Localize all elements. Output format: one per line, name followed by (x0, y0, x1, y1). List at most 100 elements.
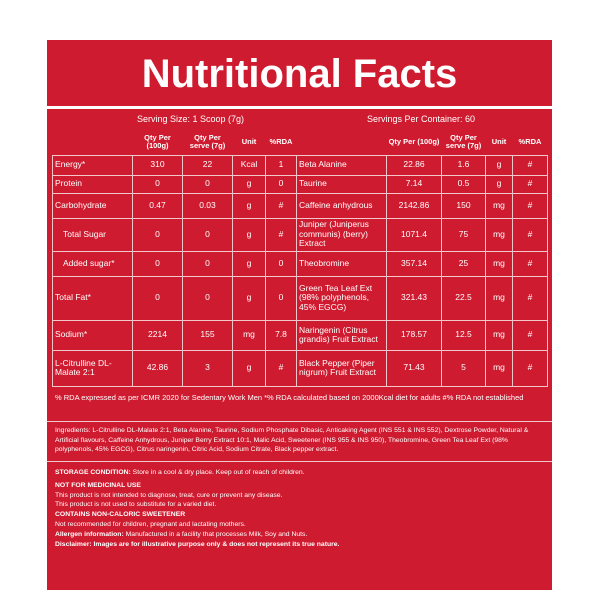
cell: 0 (132, 275, 183, 321)
cell: 0 (265, 275, 297, 321)
cell: 0 (265, 250, 297, 277)
notice-text: Manufactured in a facility that processe… (125, 530, 308, 538)
cell: g (232, 349, 266, 387)
notice-label: CONTAINS NON-CALORIC SWEETENER (55, 511, 186, 519)
cell: 0 (132, 250, 183, 277)
column-header: Qty Per (100g) (388, 136, 440, 146)
cell: 178.57 (386, 319, 442, 351)
serving-size: Serving Size: 1 Scoop (7g) (137, 114, 245, 124)
cell: 1071.4 (386, 217, 442, 252)
cell: # (512, 217, 548, 252)
cell: 1 (265, 154, 297, 176)
cell: 0.5 (441, 174, 486, 194)
table-row: Energy* 310 22 Kcal 1 Beta Alanine 22.86 1.6 g # (52, 154, 548, 176)
notice: Disclaimer: Images are for illustrative … (55, 540, 545, 550)
cell: 7.8 (265, 319, 297, 351)
table-row: Protein 0 0 g 0 Taurine 7.14 0.5 g # (52, 174, 548, 194)
table-row: L-Citrulline DL-Malate 2:1 42.86 3 g # Black … (52, 349, 548, 387)
column-header: %RDA (518, 136, 542, 146)
nutrient-name: Juniper (Juniperus communis) (berry) Ext… (296, 217, 387, 252)
cell: 42.86 (132, 349, 183, 387)
cell: g (485, 154, 513, 176)
cell: g (232, 192, 266, 219)
cell: 2214 (132, 319, 183, 351)
cell: # (265, 217, 297, 252)
notice: NOT FOR MEDICINAL USE (55, 481, 545, 491)
cell: 0 (265, 174, 297, 194)
table-row: Added sugar* 0 0 g 0 Theobromine 357.14 25 mg # (52, 250, 548, 277)
notice-label: Disclaimer: (55, 540, 92, 548)
cell: # (512, 349, 548, 387)
nutrient-name: Theobromine (296, 250, 387, 277)
table-row: Sodium* 2214 155 mg 7.8 Naringenin (Citrus gr… (52, 319, 548, 351)
nutrient-name: Energy* (52, 154, 133, 176)
cell: 310 (132, 154, 183, 176)
cell: 7.14 (386, 174, 442, 194)
cell: # (265, 192, 297, 219)
cell: 2142.86 (386, 192, 442, 219)
nutrient-name: Protein (52, 174, 133, 194)
cell: 0 (182, 250, 233, 277)
notice-text: Store in a cool & dry place. Keep out of… (132, 469, 305, 476)
header-cell (297, 129, 387, 155)
nutrient-name: Green Tea Leaf Ext (98% polyphenols, 45%… (296, 275, 387, 321)
cell: Kcal (232, 154, 266, 176)
footnote: % RDA expressed as per ICMR 2020 for Sed… (55, 393, 524, 402)
servings-per-container: Servings Per Container: 60 (367, 114, 476, 124)
column-header: Unit (241, 136, 257, 146)
cell: # (512, 319, 548, 351)
notice-text: Not recommended for children, pregnant a… (55, 520, 246, 528)
notice-label: STORAGE CONDITION: (55, 469, 131, 476)
divider (47, 106, 552, 109)
cell: 3 (182, 349, 233, 387)
cell: 22.86 (386, 154, 442, 176)
cell: 25 (441, 250, 486, 277)
notice-text: This product is not used to substitute f… (55, 501, 217, 509)
notice-label: Allergen information: (55, 530, 124, 538)
notice: Not recommended for children, pregnant a… (55, 520, 545, 530)
cell: # (512, 154, 548, 176)
cell: mg (232, 319, 266, 351)
cell: 22 (182, 154, 233, 176)
cell: g (232, 275, 266, 321)
cell: g (232, 174, 266, 194)
notice: CONTAINS NON-CALORIC SWEETENER (55, 510, 545, 520)
nutrient-name: Total Sugar (52, 217, 133, 252)
cell: mg (485, 349, 513, 387)
column-header: Qty Per serve (7g) (445, 132, 482, 150)
ingredients: Ingredients: L-Citrulline DL-Malate 2:1,… (47, 421, 552, 462)
cell: # (265, 349, 297, 387)
nutrient-name: Sodium* (52, 319, 133, 351)
title: Nutritional Facts (141, 52, 458, 96)
header-cell (53, 129, 133, 155)
cell: g (232, 250, 266, 277)
notice: Allergen information: Manufactured in a … (55, 530, 545, 540)
nutrient-name: Carbohydrate (52, 192, 133, 219)
cell: 0 (182, 217, 233, 252)
cell: 22.5 (441, 275, 486, 321)
notice-text: This product is not intended to diagnose… (55, 491, 283, 499)
cell: 0 (182, 174, 233, 194)
nutrient-name: Added sugar* (52, 250, 133, 277)
cell: mg (485, 275, 513, 321)
cell: 0.03 (182, 192, 233, 219)
table-row: Carbohydrate 0.47 0.03 g # Caffeine anhydrous… (52, 192, 548, 219)
nutrition-table: Qty Per (100g) Qty Per serve (7g) Unit %RDA… (52, 129, 548, 387)
notice: STORAGE CONDITION: Store in a cool & dry… (55, 468, 545, 478)
column-header: %RDA (269, 136, 293, 146)
cell: # (512, 174, 548, 194)
cell: 0 (182, 275, 233, 321)
notice-label: NOT FOR MEDICINAL USE (55, 481, 141, 489)
notice-text: Images are for illustrative purpose only… (93, 540, 340, 548)
cell: # (512, 192, 548, 219)
cell: 155 (182, 319, 233, 351)
table-row: Total Fat* 0 0 g 0 Green Tea Leaf Ext (98% po… (52, 275, 548, 321)
nutrient-name: Caffeine anhydrous (296, 192, 387, 219)
nutrient-name: L-Citrulline DL-Malate 2:1 (52, 349, 133, 387)
nutrient-name: Taurine (296, 174, 387, 194)
nutrient-name: Beta Alanine (296, 154, 387, 176)
column-header: Qty Per (100g) (144, 132, 171, 150)
notice: This product is not intended to diagnose… (55, 491, 545, 501)
cell: 71.43 (386, 349, 442, 387)
